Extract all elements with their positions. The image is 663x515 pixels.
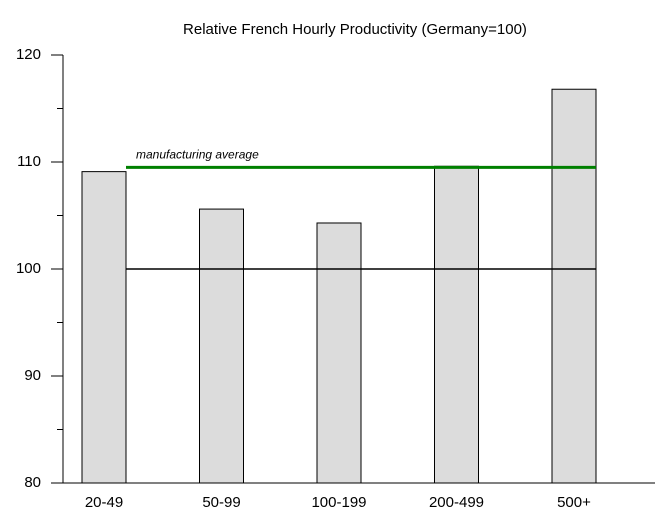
bar bbox=[316, 222, 362, 484]
y-tick-label: 120 bbox=[16, 46, 41, 63]
bar bbox=[81, 171, 127, 484]
y-tick-label: 90 bbox=[24, 367, 41, 384]
chart-title: Relative French Hourly Productivity (Ger… bbox=[183, 21, 527, 38]
y-tick-label: 80 bbox=[24, 474, 41, 491]
bar bbox=[434, 165, 479, 484]
bar bbox=[551, 88, 597, 484]
reference-label: manufacturing average bbox=[136, 148, 259, 162]
y-tick-label: 110 bbox=[17, 153, 41, 170]
x-tick-label: 20-49 bbox=[85, 494, 123, 511]
x-tick-label: 500+ bbox=[557, 494, 591, 511]
x-tick-label: 100-199 bbox=[311, 494, 366, 511]
y-tick-label: 100 bbox=[16, 260, 41, 277]
bar bbox=[199, 208, 244, 484]
x-tick-label: 200-499 bbox=[429, 494, 484, 511]
x-tick-label: 50-99 bbox=[202, 494, 240, 511]
